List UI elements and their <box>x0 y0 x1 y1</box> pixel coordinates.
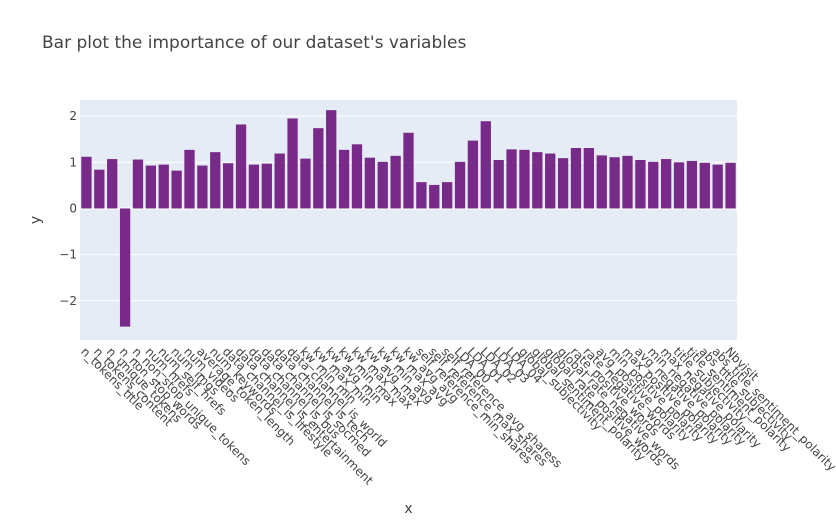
bar-kw_min_max <box>338 149 350 209</box>
chart-title: Bar plot the importance of our dataset's… <box>42 33 467 53</box>
bar-data_channel_is_bus <box>248 164 260 209</box>
bar-abs_title_sentiment_polarity <box>712 164 723 209</box>
bar-data_channel_is_entertainment <box>235 124 247 209</box>
bar-kw_max_min <box>313 128 324 209</box>
bar-abs_title_subjectivity <box>699 162 710 209</box>
bar-LDA_00 <box>454 161 466 209</box>
bar-max_positive_polarity <box>622 155 633 209</box>
bar-num_hrefs <box>145 165 157 209</box>
y-tick-label: 1 <box>69 155 77 169</box>
y-tick-label: −1 <box>59 248 77 262</box>
bar-Nbvisit <box>725 162 736 209</box>
bar-avg_negative_polarity <box>635 160 646 209</box>
bar-min_negative_polarity <box>648 161 659 209</box>
bar-n_tokens_content <box>94 169 105 209</box>
bar-num_imgs <box>171 170 182 209</box>
bar-data_channel_is_socmed <box>261 163 272 209</box>
bar-rate_negative_words <box>583 148 595 209</box>
bar-rate_positive_words <box>570 148 582 209</box>
bar-min_positive_polarity <box>609 157 620 209</box>
bar-self_reference_max_shares <box>429 184 440 209</box>
bar-avg_positive_polarity <box>596 155 607 209</box>
bar-num_self_hrefs <box>158 164 169 209</box>
bar-kw_min_avg <box>377 161 388 209</box>
bar-kw_max_max <box>351 144 363 209</box>
bar-n_tokens_title <box>81 156 92 209</box>
bars <box>81 110 736 327</box>
y-tick-label: 0 <box>69 201 77 215</box>
bar-kw_max_avg <box>390 155 401 209</box>
x-tick-labels: n_tokens_titlen_tokens_contentn_unique_t… <box>78 344 836 487</box>
bar-LDA_03 <box>493 160 504 209</box>
bar-kw_min_min <box>300 158 311 209</box>
bar-n_non_stop_unique_tokens <box>132 159 144 209</box>
bar-title_subjectivity <box>673 162 685 209</box>
bar-num_videos <box>184 149 195 209</box>
bar-global_rate_negative_words <box>557 158 569 209</box>
bar-kw_avg_max <box>364 157 376 209</box>
bar-self_reference_avg_sharess <box>441 182 453 209</box>
bar-num_keywords <box>210 152 221 209</box>
bar-self_reference_min_shares <box>416 182 427 209</box>
bar-kw_avg_min <box>326 110 337 209</box>
x-axis-title: x <box>404 501 412 517</box>
y-axis-title: y <box>28 216 44 224</box>
bar-global_sentiment_polarity <box>532 152 543 209</box>
bar-n_non_stop_words <box>119 208 131 327</box>
bar-global_rate_positive_words <box>545 153 556 209</box>
y-tick-label: −2 <box>59 294 77 308</box>
bar-global_subjectivity <box>519 149 530 209</box>
bar-n_unique_tokens <box>107 159 118 209</box>
bar-LDA_04 <box>506 149 517 209</box>
y-tick-label: 2 <box>69 109 77 123</box>
bar-data_channel_is_world <box>287 118 298 209</box>
bar-average_token_length <box>197 165 208 209</box>
y-tick-labels: −2 −1 0 1 2 <box>59 109 77 308</box>
bar-LDA_01 <box>467 140 479 209</box>
bar-data_channel_is_tech <box>274 153 285 209</box>
bar-kw_avg_avg <box>403 132 414 209</box>
bar-max_negative_polarity <box>660 159 672 209</box>
bar-LDA_02 <box>480 121 491 209</box>
bar-title_sentiment_polarity <box>686 160 698 209</box>
bar-data_channel_is_lifestyle <box>222 163 234 209</box>
